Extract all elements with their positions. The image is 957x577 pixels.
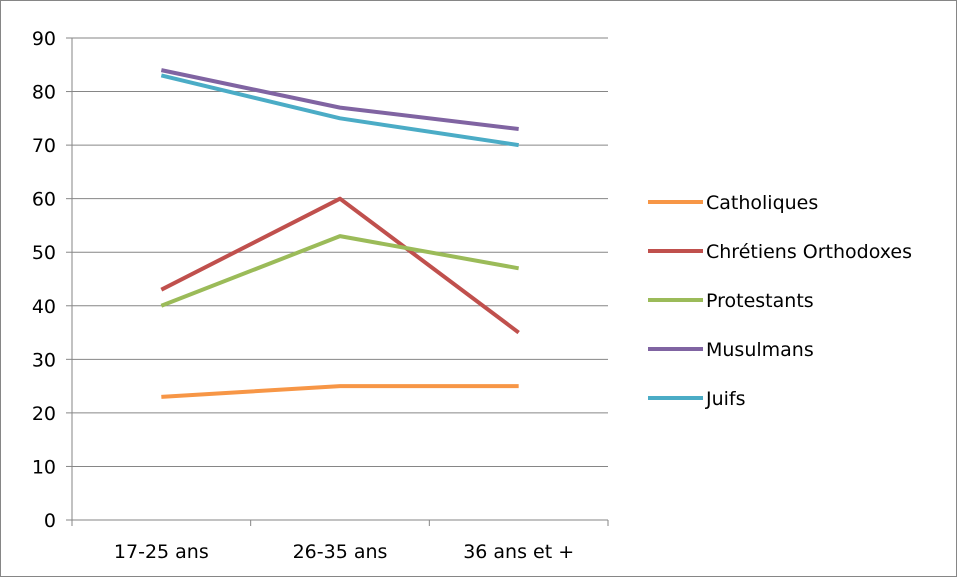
- legend-label: Juifs: [705, 388, 746, 410]
- y-tick-label: 80: [32, 82, 56, 104]
- y-tick-label: 10: [32, 456, 56, 478]
- series-line-2: [160, 234, 520, 308]
- y-tick-label: 50: [32, 242, 56, 264]
- series-line-4: [160, 73, 519, 148]
- axes: 0 10 20 30 40 50 60 70 80 90 17-25 ans 26-35 ans 36 …: [32, 28, 609, 563]
- x-tick-label: 17-25 ans: [114, 541, 209, 563]
- x-tick-label: 26-35 ans: [293, 541, 388, 563]
- y-tick-label: 0: [44, 510, 56, 532]
- y-tick-label: 40: [32, 296, 56, 318]
- gridlines: [72, 37, 608, 467]
- y-tick-label: 20: [32, 403, 56, 425]
- y-tick-label: 70: [32, 135, 56, 157]
- legend-label: Musulmans: [706, 339, 814, 361]
- y-tick-label: 60: [32, 189, 56, 211]
- legend-label: Chrétiens Orthodoxes: [706, 241, 912, 263]
- series-lines: [160, 68, 520, 399]
- y-tick-label: 30: [32, 349, 56, 371]
- legend-label: Catholiques: [706, 192, 818, 214]
- series-line-0: [161, 384, 519, 399]
- y-tick-label: 90: [32, 28, 56, 50]
- x-tick-label: 36 ans et +: [463, 541, 574, 563]
- series-line-1: [160, 196, 520, 335]
- legend: Catholiques Chrétiens Orthodoxes Protestan…: [648, 192, 912, 410]
- legend-label: Protestants: [706, 290, 814, 312]
